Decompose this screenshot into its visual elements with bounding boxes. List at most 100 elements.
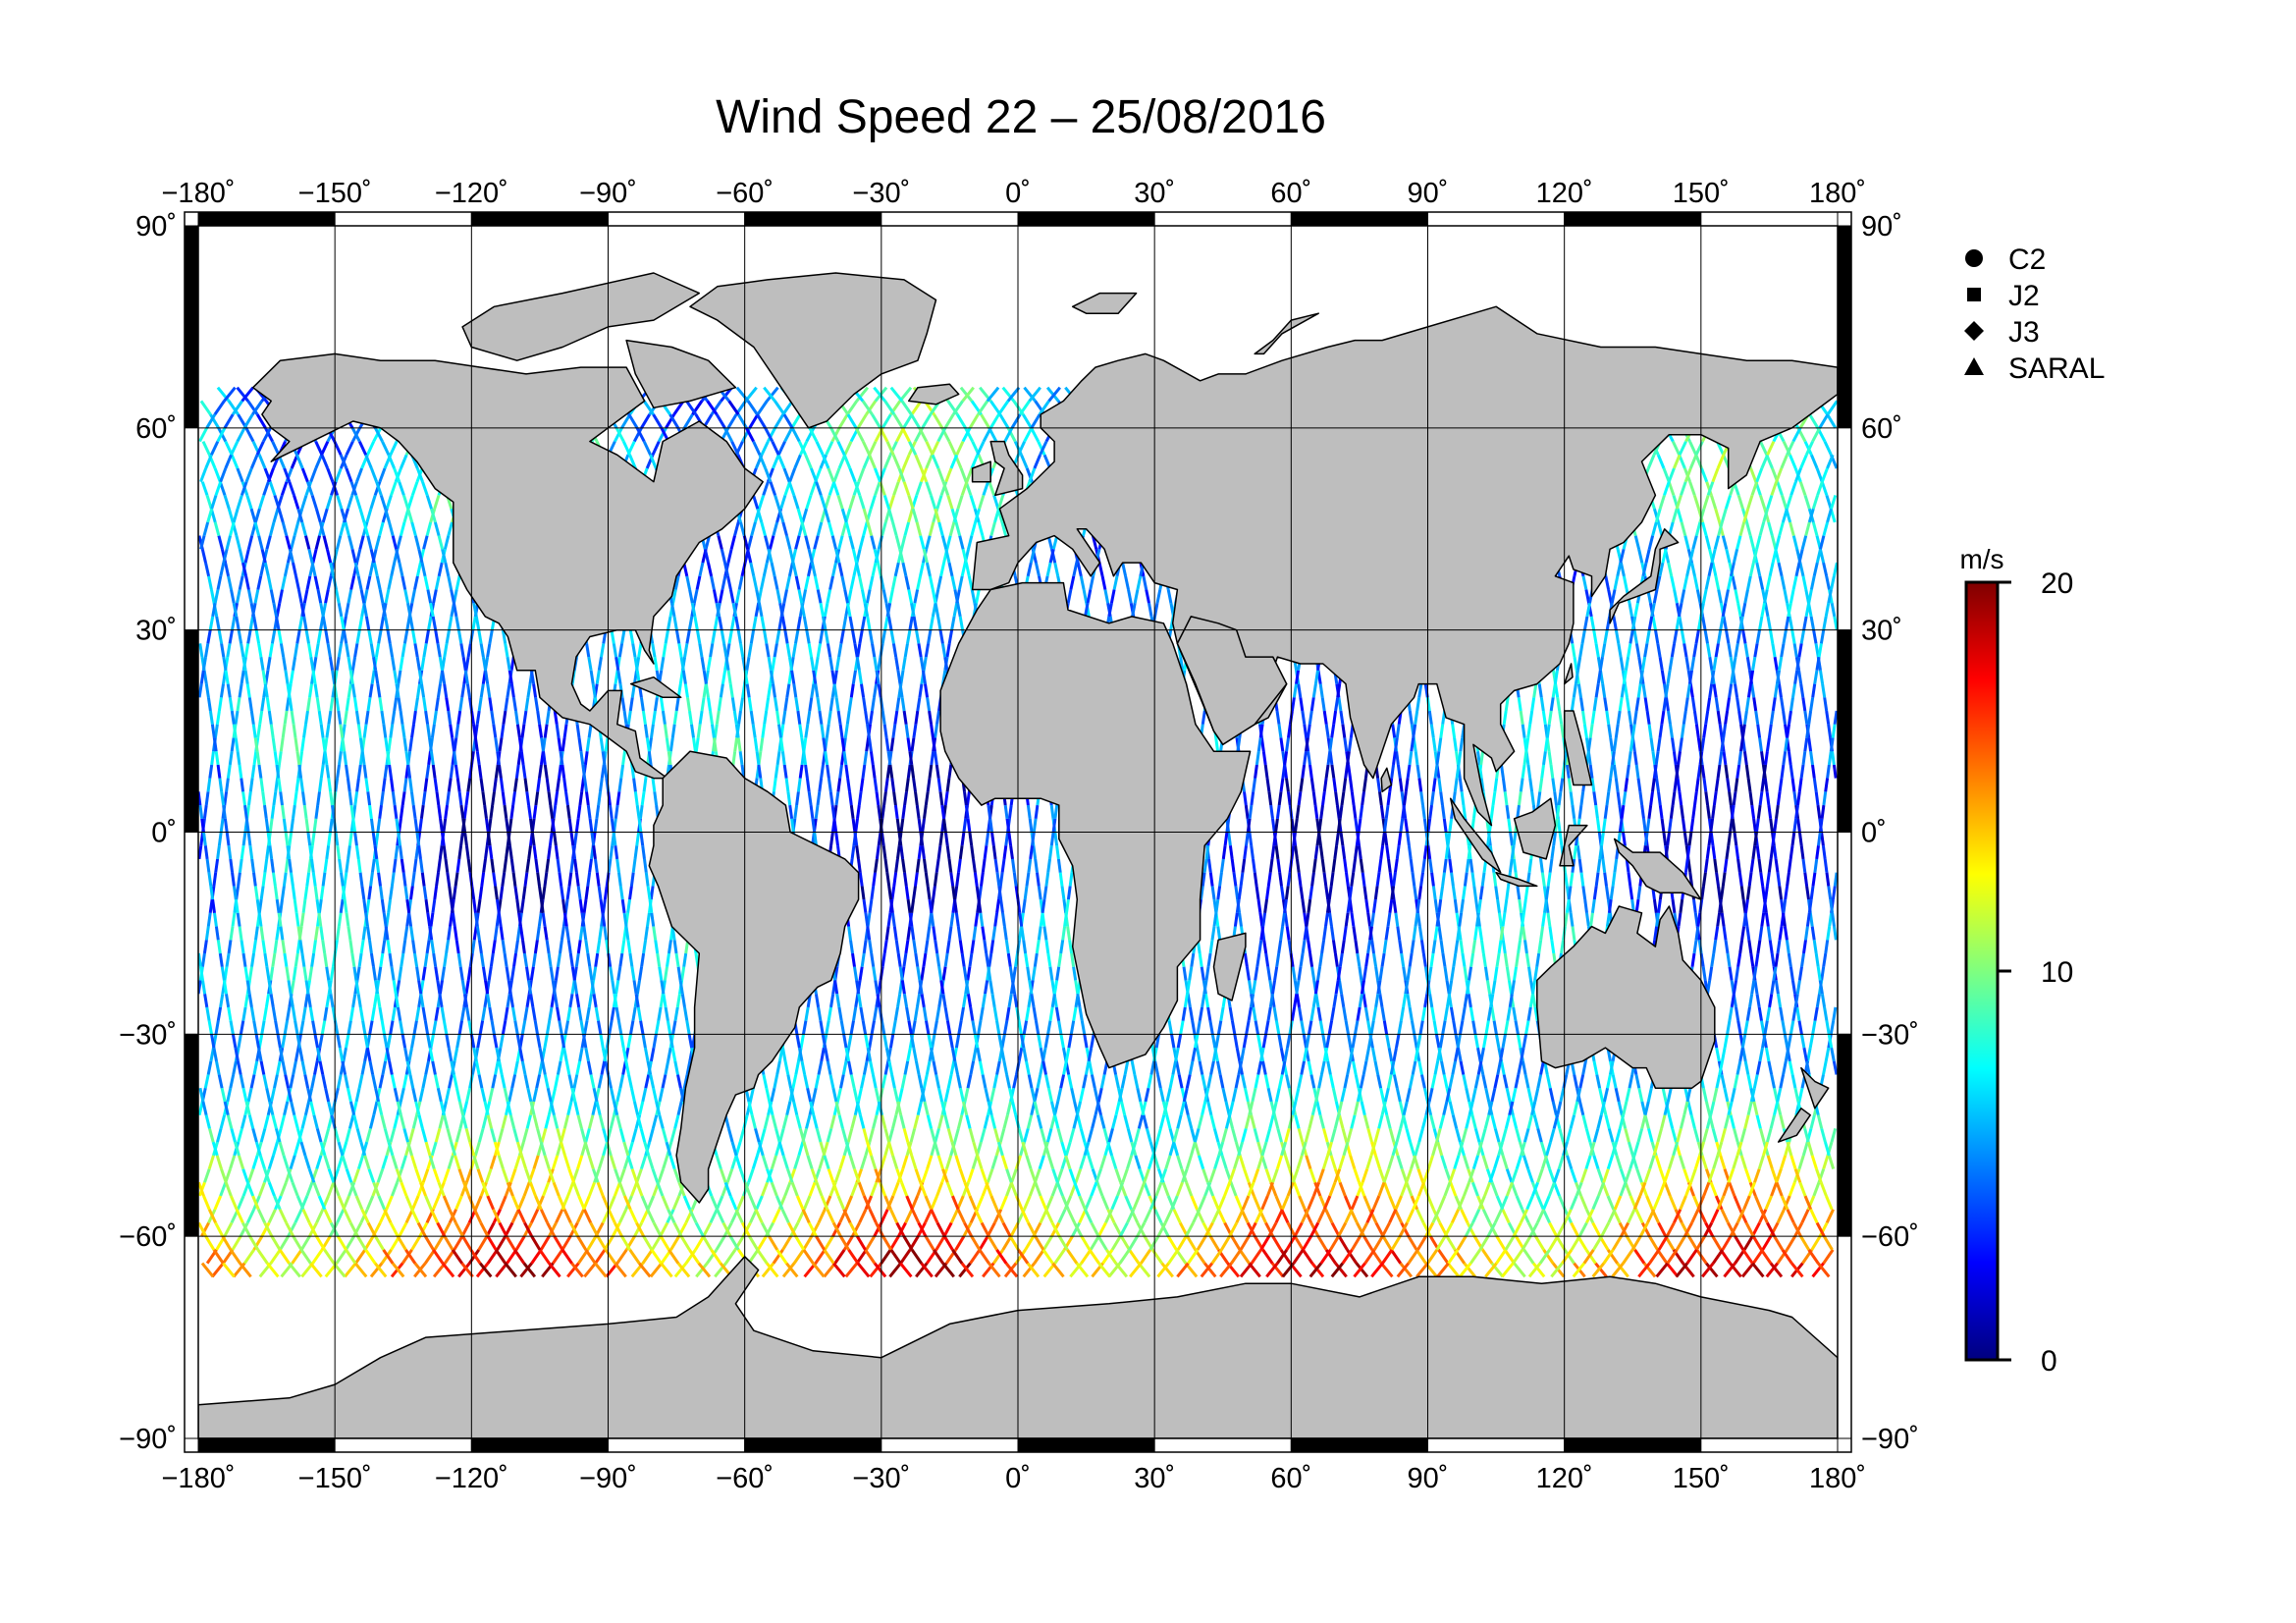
track-segment [519, 1262, 533, 1278]
track-segment [956, 413, 967, 429]
track-segment [230, 1128, 237, 1143]
track-segment [1789, 1155, 1797, 1170]
track-segment [910, 898, 916, 914]
track-segment [291, 1249, 303, 1265]
track-segment [1197, 1155, 1205, 1170]
track-segment [1713, 858, 1719, 873]
track-segment [789, 1221, 800, 1237]
track-segment [1765, 791, 1771, 806]
track-segment [510, 1209, 520, 1224]
track-segment [594, 952, 600, 967]
track-segment [314, 643, 320, 658]
track-segment [766, 386, 779, 403]
track-segment [521, 886, 527, 900]
track-segment [535, 1074, 542, 1089]
track-segment [281, 575, 287, 590]
track-segment [1697, 1209, 1707, 1224]
track-segment [1431, 886, 1437, 900]
track-segment [966, 966, 972, 981]
track-segment [250, 952, 255, 967]
track-segment [1343, 737, 1349, 752]
track-segment [1818, 980, 1824, 995]
track-segment [1614, 629, 1621, 644]
track-segment [841, 1060, 848, 1075]
track-segment [248, 1235, 260, 1251]
track-segment [777, 616, 783, 630]
track-segment [1569, 912, 1575, 927]
track-segment [982, 481, 990, 496]
track-segment [1347, 764, 1352, 779]
track-segment [396, 980, 401, 995]
track-segment [1422, 1087, 1429, 1103]
track-segment [804, 1006, 810, 1021]
track-segment [873, 683, 879, 698]
track-segment [277, 750, 283, 766]
track-segment [1145, 1128, 1152, 1143]
track-segment [1341, 845, 1347, 860]
track-segment [1764, 912, 1770, 927]
track-segment [1079, 1128, 1087, 1143]
track-segment [1255, 886, 1260, 900]
track-segment [1814, 643, 1820, 658]
track-segment [1624, 1128, 1630, 1143]
track-segment [272, 508, 280, 523]
track-segment [309, 1262, 323, 1278]
track-segment [1495, 1235, 1507, 1251]
track-segment [344, 602, 350, 618]
track-segment [1308, 952, 1314, 967]
track-segment [1228, 845, 1234, 860]
track-segment [1076, 1114, 1083, 1129]
track-segment [1053, 832, 1059, 846]
track-segment [1584, 1128, 1592, 1143]
track-segment [1766, 1221, 1776, 1237]
track-segment [218, 952, 224, 967]
track-segment [1388, 1128, 1396, 1143]
track-segment [410, 481, 419, 496]
track-segment [1243, 1087, 1250, 1103]
track-segment [1422, 818, 1428, 833]
track-segment [1440, 1060, 1446, 1075]
track-segment [365, 1128, 372, 1143]
track-segment [1253, 1128, 1260, 1143]
track-segment [329, 966, 335, 981]
track-segment [424, 1249, 437, 1265]
track-segment [497, 1128, 505, 1143]
track-segment [1374, 966, 1380, 981]
track-segment [201, 1101, 208, 1116]
track-segment [223, 791, 229, 806]
track-segment [1792, 791, 1798, 806]
track-segment [1279, 1249, 1292, 1265]
track-segment [1709, 1181, 1718, 1197]
track-segment [240, 1114, 247, 1129]
track-segment [1560, 724, 1566, 738]
track-segment [326, 575, 333, 590]
track-segment [1703, 629, 1709, 644]
track-segment [1234, 1195, 1244, 1211]
track-segment [1417, 926, 1423, 941]
track-segment [957, 1020, 963, 1035]
track-segment [793, 454, 802, 469]
track-segment [857, 791, 863, 806]
track-segment [252, 1060, 259, 1075]
track-segment [608, 1195, 616, 1211]
track-segment [244, 1101, 251, 1116]
track-segment [400, 1155, 408, 1170]
track-segment [1607, 589, 1613, 604]
track-segment [1378, 993, 1384, 1008]
track-segment [256, 1249, 269, 1265]
track-segment [1200, 966, 1205, 981]
track-segment [850, 845, 856, 860]
track-segment [531, 952, 537, 967]
track-segment [685, 1060, 692, 1075]
track-segment [1493, 1128, 1501, 1143]
track-segment [457, 845, 463, 860]
track-segment [1093, 1087, 1099, 1103]
track-segment [1638, 791, 1644, 806]
track-segment [316, 791, 321, 806]
track-segment [1148, 602, 1153, 618]
track-segment [1390, 1249, 1402, 1265]
track-segment [1570, 1168, 1577, 1183]
track-segment [899, 670, 905, 684]
track-segment [1442, 1074, 1449, 1089]
track-segment [960, 832, 966, 846]
